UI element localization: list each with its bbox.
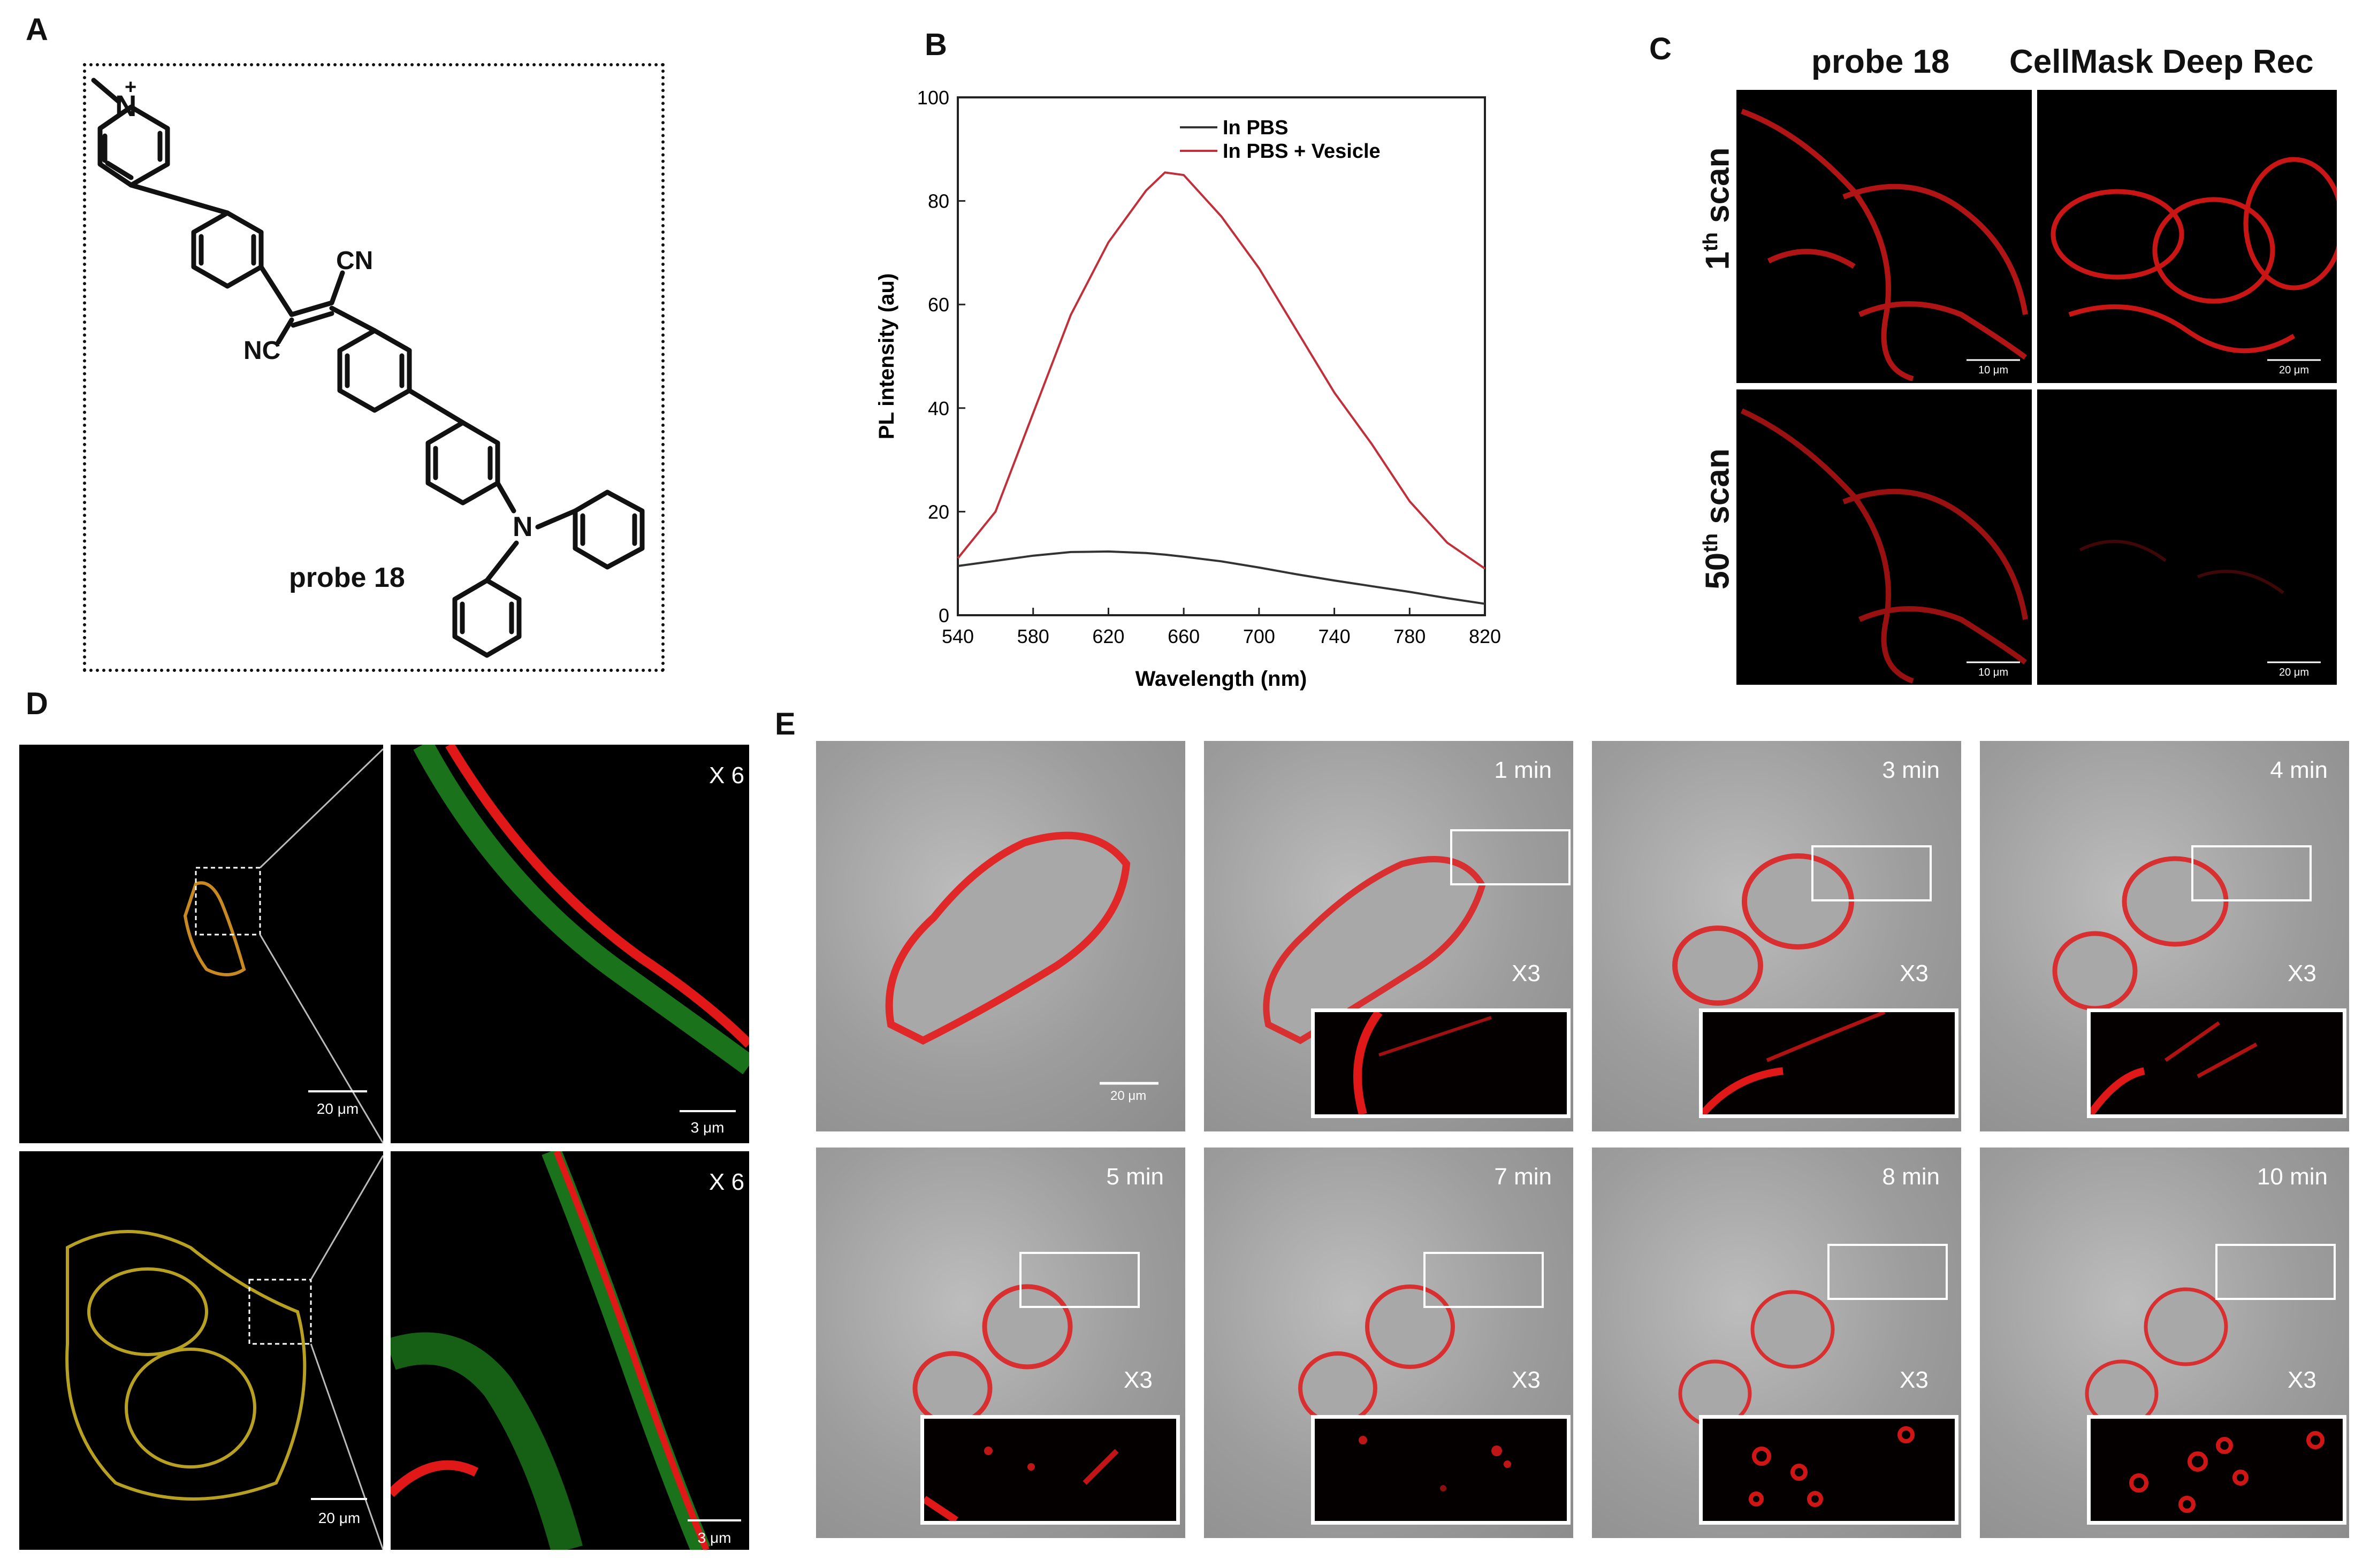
time-label: 5 min: [1106, 1164, 1164, 1190]
inset-zoom-label: X3: [1124, 1367, 1153, 1393]
time-label: 7 min: [1494, 1164, 1552, 1190]
y-tick-label: 60: [928, 294, 949, 316]
panel-letter-c: C: [1649, 32, 1672, 66]
y-tick-label: 100: [917, 87, 949, 109]
x-tick-label: 540: [942, 625, 974, 647]
nitrile-bottom-label: NC: [243, 336, 281, 365]
y-axis-label: PL intensity (au): [875, 273, 898, 439]
inset-zoom-view: [1699, 1008, 1958, 1118]
inset-zoom-label: X3: [1900, 1367, 1929, 1393]
time-lapse-frame-0: 20 μm: [816, 741, 1185, 1131]
legend-label: In PBS: [1223, 117, 1288, 139]
inset-zoom-view: [2087, 1008, 2346, 1118]
y-tick-label: 80: [928, 190, 949, 212]
selection-box: [2191, 845, 2312, 901]
x-tick-label: 820: [1469, 625, 1501, 647]
selection-box: [1811, 845, 1932, 901]
time-lapse-frame-5: 7 min X3: [1204, 1148, 1573, 1538]
selection-box: [1423, 1252, 1544, 1308]
time-lapse-frame-2: 3 min X3: [1592, 741, 1961, 1131]
series-line-1: [957, 171, 1486, 570]
inset-zoom-label: X3: [2288, 1367, 2316, 1393]
micrograph-probe-scan50: 10 μm: [1736, 389, 2032, 685]
inset-zoom-view: [920, 1415, 1180, 1525]
x-tick-label: 740: [1319, 625, 1351, 647]
time-lapse-frame-1: 1 min X3: [1204, 741, 1573, 1131]
time-label: 1 min: [1494, 757, 1552, 783]
scale-bar-label: 3 μm: [698, 1529, 731, 1546]
time-label: 4 min: [2270, 757, 2328, 783]
inset-zoom-view: [1699, 1415, 1958, 1525]
x-axis-label: Wavelength (nm): [1135, 667, 1307, 691]
positive-charge-label: +: [125, 76, 137, 98]
scale-bar-label: 20 μm: [317, 1100, 359, 1117]
panel-letter-a: A: [26, 12, 48, 47]
pyridinium-n-label: N: [115, 89, 137, 123]
inset-zoom-label: X3: [2288, 960, 2316, 986]
time-lapse-frame-4: 5 min X3: [816, 1148, 1185, 1538]
panel-letter-e: E: [775, 707, 796, 741]
x-tick-label: 620: [1092, 625, 1124, 647]
time-lapse-frame-7: 10 min X3: [1980, 1148, 2349, 1538]
selection-box: [1827, 1244, 1948, 1300]
time-lapse-frame-3: 4 min X3: [1980, 741, 2349, 1131]
x-tick-label: 660: [1168, 625, 1200, 647]
time-lapse-frame-6: 8 min X3: [1592, 1148, 1961, 1538]
inset-zoom-view: [1311, 1415, 1571, 1525]
micrograph-d-top-zoom: 3 μm: [391, 745, 749, 1143]
inset-zoom-view: [1311, 1008, 1571, 1118]
probe-name-label: probe 18: [289, 562, 405, 593]
amine-n-label: N: [513, 511, 533, 542]
probe-structure: [91, 78, 645, 658]
micrograph-d-bottom-full: 20 μm: [19, 1151, 383, 1550]
scale-bar-label: 20 μm: [1110, 1089, 1147, 1103]
micrograph-cellmask-scan1: 20 μm: [2037, 90, 2337, 383]
legend-label: In PBS + Vesicle: [1223, 140, 1381, 163]
zoom-label: X 6: [709, 1169, 745, 1195]
micrograph-d-top-full: 20 μm: [19, 745, 383, 1143]
y-tick-label: 0: [939, 605, 949, 626]
series-line-0: [957, 550, 1485, 605]
panel-letter-d: D: [26, 686, 48, 721]
scale-bar-label: 10 μm: [1978, 667, 2008, 678]
col-header-cellmask: CellMask Deep Rec: [2009, 43, 2314, 80]
selection-box: [1019, 1252, 1140, 1308]
scale-bar-label: 20 μm: [318, 1510, 360, 1526]
y-tick-label: 40: [928, 397, 949, 419]
scale-bar-label: 20 μm: [2279, 667, 2309, 678]
time-label: 8 min: [1882, 1164, 1940, 1190]
x-tick-label: 700: [1243, 625, 1275, 647]
inset-zoom-label: X3: [1512, 960, 1541, 986]
time-label: 10 min: [2257, 1164, 2328, 1190]
selection-box: [1450, 829, 1571, 885]
inset-zoom-view: [2087, 1415, 2346, 1525]
y-axis-ticks: 0 20 40 60 80 100: [917, 87, 965, 626]
time-label: 3 min: [1882, 757, 1940, 783]
x-axis-ticks: 540 580 620 660 700 740 780 820: [942, 608, 1501, 647]
scale-bar-label: 3 μm: [691, 1119, 725, 1136]
micrograph-probe-scan1: 10 μm: [1736, 90, 2032, 383]
x-tick-label: 580: [1017, 625, 1049, 647]
panel-letter-b: B: [925, 27, 947, 62]
zoom-label: X 6: [709, 762, 745, 789]
x-tick-label: 780: [1393, 625, 1426, 647]
y-tick-label: 20: [928, 501, 949, 523]
inset-zoom-label: X3: [1512, 1367, 1541, 1393]
plot-area: [957, 96, 1486, 616]
nitrile-top-label: CN: [336, 247, 374, 275]
pl-spectrum-chart: 0 20 40 60 80 100 540 580 620 660 700 740 780 820 In…: [875, 87, 1501, 691]
micrograph-cellmask-scan50: 20 μm: [2037, 389, 2337, 685]
scale-bar-label: 10 μm: [1978, 364, 2008, 376]
series-lines: [957, 171, 1486, 605]
inset-zoom-label: X3: [1900, 960, 1929, 986]
micrograph-d-bottom-zoom: 3 μm: [391, 1151, 749, 1550]
structure-frame: [83, 63, 665, 672]
col-header-probe: probe 18: [1811, 43, 1950, 80]
selection-box: [2215, 1244, 2336, 1300]
scale-bar-label: 20 μm: [2279, 364, 2309, 376]
